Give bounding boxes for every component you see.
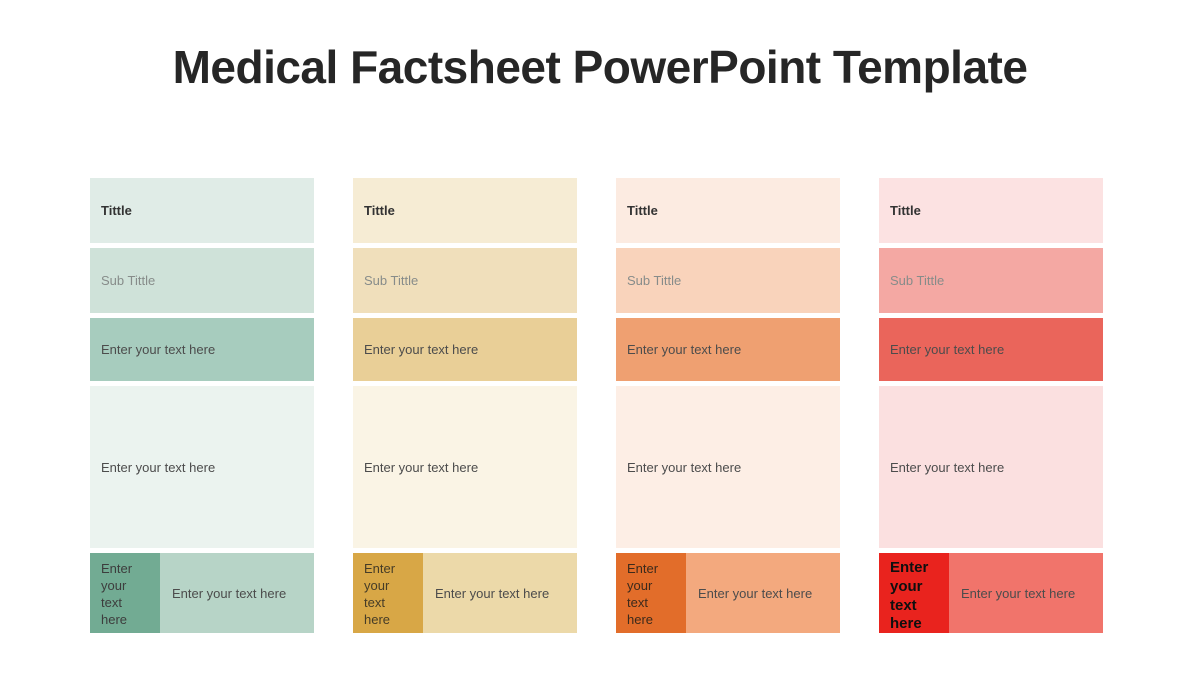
placeholder-text: Enter your text here: [435, 585, 550, 601]
subtitle-cell[interactable]: Sub Tittle: [353, 248, 577, 313]
bottom-left-cell[interactable]: Enter your text here: [353, 553, 423, 633]
placeholder-text: Enter your text here: [627, 342, 742, 357]
body-cell[interactable]: Enter your text here: [879, 386, 1103, 548]
subtitle-text: Sub Tittle: [364, 273, 419, 288]
title-text: Tittle: [364, 203, 395, 218]
placeholder-text: Enter your text here: [172, 585, 287, 601]
placeholder-text: Enter your text here: [364, 342, 479, 357]
title-text: Tittle: [890, 203, 921, 218]
bottom-right-cell[interactable]: Enter your text here: [160, 553, 314, 633]
subtitle-text: Sub Tittle: [890, 273, 945, 288]
subtitle-cell[interactable]: Sub Tittle: [616, 248, 840, 313]
placeholder-text: Enter your text here: [698, 585, 813, 601]
factsheet-column-orange: Tittle Sub Tittle Enter your text here E…: [616, 178, 840, 633]
placeholder-text: Enter your text here: [627, 459, 742, 475]
text-cell[interactable]: Enter your text here: [90, 318, 314, 381]
factsheet-column-red: Tittle Sub Tittle Enter your text here E…: [879, 178, 1103, 633]
body-cell[interactable]: Enter your text here: [90, 386, 314, 548]
bottom-row: Enter your text here Enter your text her…: [879, 553, 1103, 633]
factsheet-column-teal: Tittle Sub Tittle Enter your text here E…: [90, 178, 314, 633]
text-cell[interactable]: Enter your text here: [616, 318, 840, 381]
bottom-left-cell[interactable]: Enter your text here: [616, 553, 686, 633]
factsheet-column-gold: Tittle Sub Tittle Enter your text here E…: [353, 178, 577, 633]
subtitle-text: Sub Tittle: [101, 273, 156, 288]
subtitle-cell[interactable]: Sub Tittle: [90, 248, 314, 313]
bottom-right-cell[interactable]: Enter your text here: [686, 553, 840, 633]
body-cell[interactable]: Enter your text here: [353, 386, 577, 548]
bottom-row: Enter your text here Enter your text her…: [90, 553, 314, 633]
subtitle-cell[interactable]: Sub Tittle: [879, 248, 1103, 313]
placeholder-text: Enter your text here: [101, 459, 216, 475]
bottom-right-cell[interactable]: Enter your text here: [423, 553, 577, 633]
text-cell[interactable]: Enter your text here: [353, 318, 577, 381]
text-cell[interactable]: Enter your text here: [879, 318, 1103, 381]
title-text: Tittle: [101, 203, 132, 218]
bottom-left-cell[interactable]: Enter your text here: [90, 553, 160, 633]
bottom-right-cell[interactable]: Enter your text here: [949, 553, 1103, 633]
title-cell[interactable]: Tittle: [616, 178, 840, 243]
placeholder-text: Enter your text here: [890, 342, 1005, 357]
bottom-row: Enter your text here Enter your text her…: [616, 553, 840, 633]
bottom-row: Enter your text here Enter your text her…: [353, 553, 577, 633]
subtitle-text: Sub Tittle: [627, 273, 682, 288]
title-cell[interactable]: Tittle: [353, 178, 577, 243]
page-title: Medical Factsheet PowerPoint Template: [172, 41, 1028, 93]
placeholder-text: Enter your text here: [101, 342, 216, 357]
factsheet-columns: Tittle Sub Tittle Enter your text here E…: [90, 178, 1103, 633]
placeholder-text: Enter your text here: [364, 459, 479, 475]
placeholder-text: Enter your text here: [961, 585, 1076, 601]
title-text: Tittle: [627, 203, 658, 218]
title-cell[interactable]: Tittle: [879, 178, 1103, 243]
title-cell[interactable]: Tittle: [90, 178, 314, 243]
bottom-left-cell[interactable]: Enter your text here: [879, 553, 949, 633]
placeholder-text: Enter your text here: [890, 459, 1005, 475]
body-cell[interactable]: Enter your text here: [616, 386, 840, 548]
